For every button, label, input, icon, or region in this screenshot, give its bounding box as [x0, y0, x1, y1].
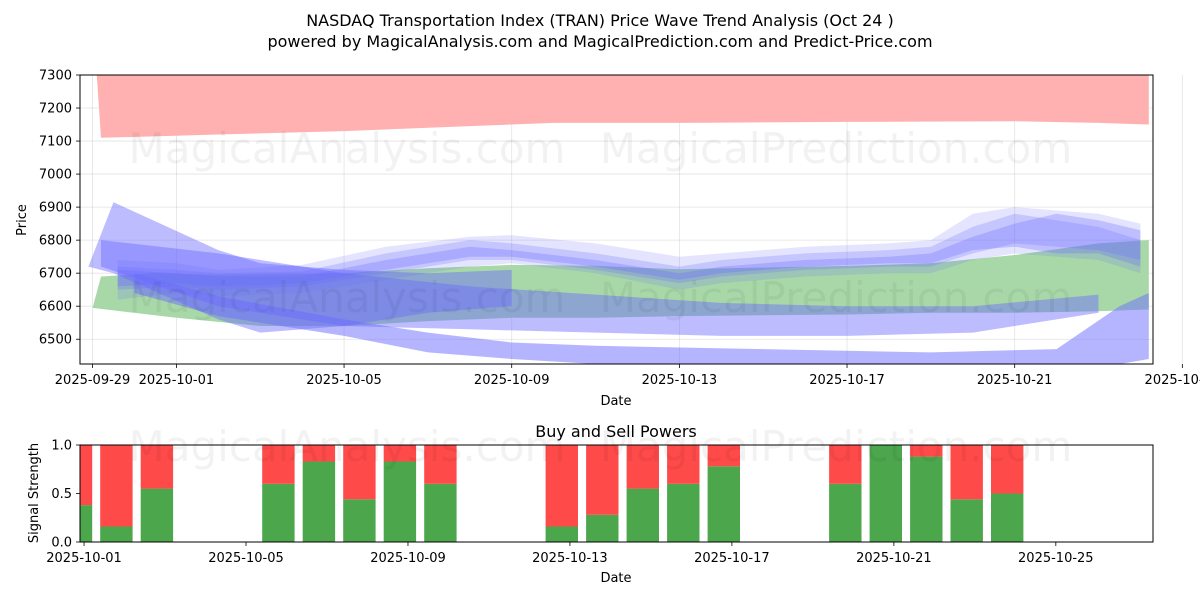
top-x-tick-label-7: 2025-10-25 — [1145, 373, 1200, 388]
top-x-tick-label-3: 2025-10-09 — [474, 373, 550, 388]
top-y-tick-label-7: 7200 — [39, 102, 72, 117]
sell-bar-4 — [302, 445, 336, 462]
sell-bar-16 — [950, 445, 983, 500]
top-chart-xlabel: Date — [600, 394, 631, 409]
sell-bar-10 — [626, 445, 659, 489]
buy-bar-17 — [991, 493, 1024, 542]
buy-bar-6 — [383, 461, 417, 542]
top-x-tick-label-5: 2025-10-17 — [809, 373, 885, 388]
top-y-tick-label-5: 7000 — [39, 168, 72, 183]
bottom-y-tick-label-2: 1.0 — [51, 439, 72, 454]
blue-wave-band-3 — [117, 207, 1141, 300]
bottom-chart-title: Buy and Sell Powers — [535, 422, 697, 441]
bottom-y-tick-label-0: 0.0 — [51, 536, 72, 551]
watermark-right-mid: MagicalPrediction.com — [600, 273, 1073, 322]
bottom-x-tick-label-1: 2025-10-05 — [208, 551, 284, 566]
buy-bar-15 — [910, 456, 943, 542]
top-x-tick-label-4: 2025-10-13 — [642, 373, 718, 388]
green-support-band — [92, 240, 1149, 326]
top-chart-ylabel: Price — [15, 204, 30, 236]
buy-bar-11 — [667, 483, 700, 542]
blue-wave-band-4 — [117, 213, 1141, 290]
bottom-chart-xlabel: Date — [600, 571, 631, 586]
sell-bar-15 — [910, 445, 943, 457]
sell-bar-7 — [424, 445, 457, 484]
sell-bar-2 — [140, 445, 174, 489]
buy-bar-10 — [626, 488, 659, 542]
bottom-y-tick-label-1: 0.5 — [51, 487, 72, 502]
watermark-left-top: MagicalAnalysis.com — [129, 124, 566, 173]
top-chart-axes: 2025-09-29 2025-10-01 2025-10-05 2025-10-09… — [39, 69, 1200, 389]
buy-bar-3 — [262, 483, 295, 542]
bottom-chart-axes: 2025-10-01 2025-10-05 2025-10-09 2025-10-13… — [46, 439, 1093, 567]
sell-bar-1 — [100, 445, 133, 527]
bottom-x-tick-label-2: 2025-10-09 — [370, 551, 446, 566]
sell-bar-17 — [991, 445, 1024, 494]
sell-bar-5 — [343, 445, 376, 500]
buy-bar-12 — [707, 466, 740, 542]
bottom-chart-watermarks: MagicalAnalysis.com MagicalPrediction.co… — [129, 422, 1073, 471]
top-x-tick-label-6: 2025-10-21 — [977, 373, 1053, 388]
buy-bar-14 — [869, 445, 902, 542]
bottom-x-tick-label-3: 2025-10-13 — [532, 551, 608, 566]
sell-bar-13 — [829, 445, 862, 484]
top-y-tick-label-3: 6800 — [39, 234, 72, 249]
blue-wave-band-2 — [134, 273, 1149, 364]
chart-subtitle: powered by MagicalAnalysis.com and Magic… — [267, 32, 932, 51]
sell-bar-6 — [383, 445, 417, 462]
top-chart-frame — [79, 74, 1154, 365]
top-y-tick-label-8: 7300 — [39, 69, 72, 84]
top-x-tick-label-1: 2025-10-01 — [139, 373, 215, 388]
top-y-tick-label-6: 7100 — [39, 135, 72, 150]
bottom-chart-ylabel: Signal Strength — [27, 443, 42, 543]
buy-bar-13 — [829, 483, 862, 542]
sell-bar-8 — [545, 445, 578, 527]
sell-bar-3 — [262, 445, 295, 484]
buy-bar-8 — [545, 526, 578, 542]
bottom-x-tick-label-0: 2025-10-01 — [46, 551, 122, 566]
buy-bar-9 — [586, 514, 619, 542]
chart-title: NASDAQ Transportation Index (TRAN) Price… — [306, 11, 894, 30]
buy-bar-2 — [140, 488, 174, 542]
buy-bar-16 — [950, 499, 983, 542]
buy-bar-1 — [100, 526, 133, 542]
watermark-right-top: MagicalPrediction.com — [600, 124, 1073, 173]
top-chart-bands — [88, 75, 1149, 364]
top-y-tick-label-4: 6900 — [39, 201, 72, 216]
buy-bar-7 — [424, 483, 457, 542]
bottom-x-tick-label-4: 2025-10-17 — [694, 551, 770, 566]
bottom-x-tick-label-6: 2025-10-25 — [1018, 551, 1094, 566]
top-x-tick-label-2: 2025-10-05 — [306, 373, 382, 388]
watermark-right-bottom: MagicalPrediction.com — [600, 422, 1073, 471]
sell-bar-12 — [707, 445, 740, 467]
top-y-tick-label-1: 6600 — [39, 300, 72, 315]
buy-bar-4 — [302, 461, 336, 542]
top-x-tick-label-0: 2025-09-29 — [55, 373, 131, 388]
top-y-tick-label-2: 6700 — [39, 267, 72, 282]
red-resistance-band — [96, 75, 1149, 138]
sell-bar-0 — [80, 445, 93, 506]
bottom-x-tick-label-5: 2025-10-21 — [856, 551, 932, 566]
sell-bar-11 — [667, 445, 700, 484]
bottom-chart-bars — [80, 445, 1024, 542]
buy-bar-5 — [343, 499, 376, 542]
blue-wave-band-5 — [117, 213, 1141, 287]
buy-bar-0 — [80, 505, 93, 542]
watermark-left-bottom: MagicalAnalysis.com — [129, 422, 566, 471]
top-chart-watermarks: MagicalAnalysis.com MagicalPrediction.co… — [129, 124, 1073, 322]
watermark-left-mid: MagicalAnalysis.com — [129, 273, 566, 322]
sell-bar-9 — [586, 445, 619, 515]
blue-wave-band-1 — [101, 240, 1099, 336]
top-y-tick-label-0: 6500 — [39, 333, 72, 348]
